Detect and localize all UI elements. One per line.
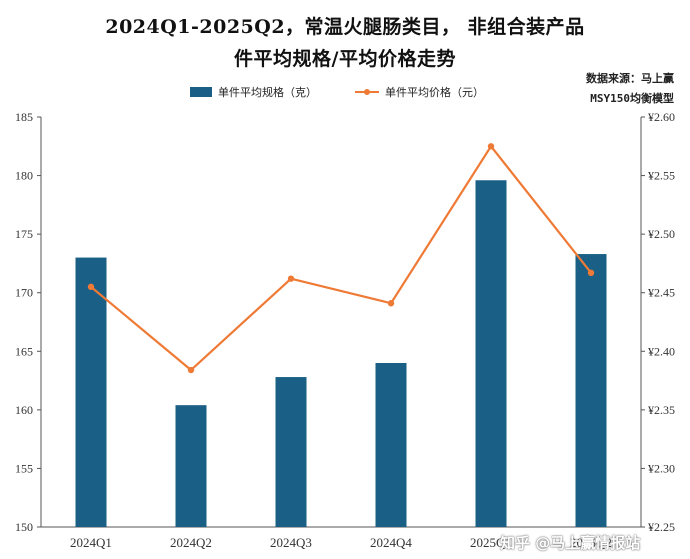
legend-line-label: 单件平均价格（元） bbox=[385, 86, 484, 99]
price-line bbox=[90, 144, 592, 372]
legend-line-swatch bbox=[355, 87, 379, 97]
price-point bbox=[287, 275, 295, 282]
bar bbox=[275, 377, 307, 527]
y-right-tick-label: ¥2.25 bbox=[648, 520, 675, 534]
bar bbox=[75, 257, 107, 527]
y-left-tick-label: 160 bbox=[15, 403, 33, 417]
price-point bbox=[587, 269, 595, 276]
y-left-tick-label: 150 bbox=[15, 520, 33, 534]
source-note-line-1: 数据来源：马上赢 bbox=[586, 72, 674, 85]
price-point bbox=[387, 300, 395, 307]
source-note-line-2: MSY150均衡模型 bbox=[590, 92, 674, 105]
price-point bbox=[487, 143, 495, 150]
bar bbox=[475, 180, 507, 527]
bar bbox=[575, 254, 607, 528]
y-right-tick-label: ¥2.40 bbox=[648, 344, 675, 358]
legend-item-bar: 单件平均规格（克） bbox=[190, 84, 317, 100]
y-right-tick-label: ¥2.55 bbox=[648, 169, 675, 183]
chart-title-line-1: 2024Q1-2025Q2，常温火腿肠类目， 非组合装产品 bbox=[105, 16, 585, 38]
x-tick-label: 2025Q1 bbox=[470, 535, 512, 550]
y-right-tick-label: ¥2.45 bbox=[648, 286, 675, 300]
x-tick-label: 2024Q3 bbox=[270, 535, 312, 550]
x-tick-label: 2024Q1 bbox=[70, 535, 112, 550]
y-right-tick-label: ¥2.35 bbox=[648, 403, 675, 417]
legend-bar-swatch bbox=[190, 87, 212, 97]
chart-title-line-2: 件平均规格/平均价格走势 bbox=[234, 48, 456, 70]
watermark: 知乎 @马上赢情报站 bbox=[500, 534, 641, 552]
y-right-tick-label: ¥2.60 bbox=[648, 110, 675, 124]
price-point bbox=[187, 366, 195, 374]
x-tick-label: 2025Q2 bbox=[570, 535, 612, 550]
y-left-tick-label: 180 bbox=[15, 169, 33, 183]
y-left-tick-label: 185 bbox=[15, 110, 33, 124]
legend-item-line: 单件平均价格（元） bbox=[355, 84, 484, 100]
y-left-tick-label: 175 bbox=[15, 227, 33, 241]
price-point bbox=[87, 283, 95, 291]
y-left-tick-label: 165 bbox=[15, 344, 33, 358]
x-tick-label: 2024Q2 bbox=[170, 535, 212, 550]
y-right-tick-label: ¥2.50 bbox=[648, 227, 675, 241]
y-left-tick-label: 170 bbox=[15, 286, 33, 300]
legend-bar-label: 单件平均规格（克） bbox=[218, 86, 317, 99]
bar bbox=[175, 405, 207, 527]
x-tick-label: 2024Q4 bbox=[370, 535, 412, 550]
y-right-tick-label: ¥2.30 bbox=[648, 461, 675, 475]
y-left-tick-label: 155 bbox=[15, 461, 33, 475]
bar bbox=[375, 363, 407, 527]
